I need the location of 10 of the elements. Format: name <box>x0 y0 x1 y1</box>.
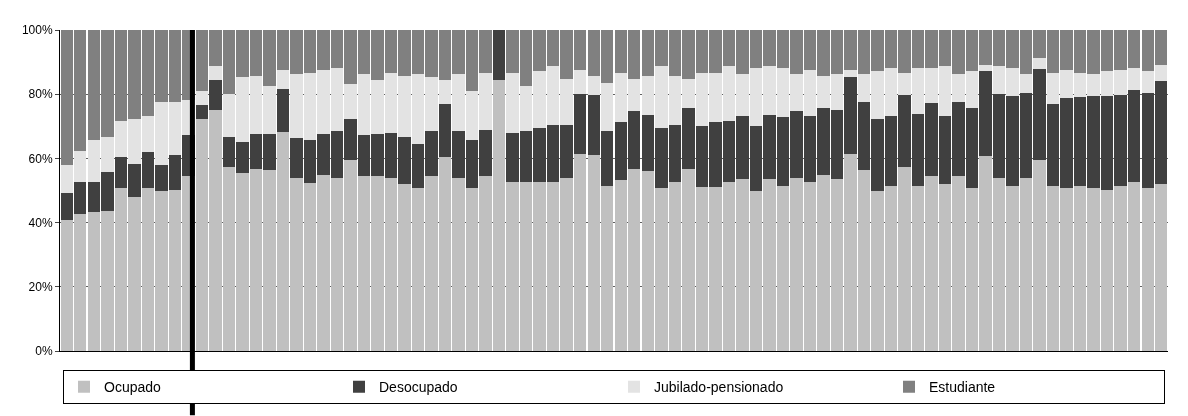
y-tick-label: 80% <box>28 87 53 102</box>
y-tick-label: 60% <box>28 151 53 166</box>
legend-label: Estudiante <box>929 379 996 396</box>
y-tick-label: 100% <box>21 23 53 38</box>
y-tick-label: 20% <box>28 280 53 294</box>
legend-label: Ocupado <box>104 379 162 396</box>
legend-label: Desocupado <box>379 379 458 396</box>
legend-label: Jubilado-pensionado <box>654 379 784 396</box>
y-tick-label: 0% <box>35 344 53 359</box>
y-tick-label: 40% <box>28 215 53 230</box>
